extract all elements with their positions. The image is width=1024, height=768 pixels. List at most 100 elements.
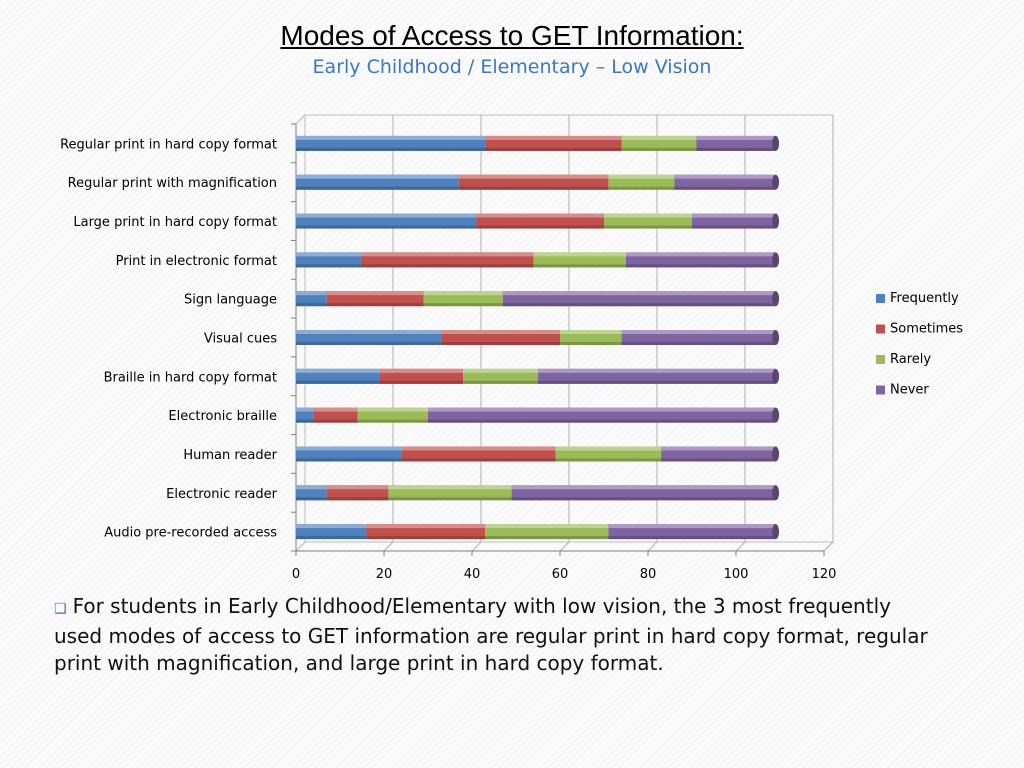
bar-shadow xyxy=(296,147,486,151)
bar-highlight xyxy=(362,252,534,257)
bar-highlight xyxy=(296,135,486,140)
bar-segment xyxy=(357,407,428,423)
legend-swatch xyxy=(876,385,885,395)
bar-highlight xyxy=(502,291,776,296)
bar-shadow xyxy=(296,303,327,307)
summary-note-text: For students in Early Childhood/Elementa… xyxy=(54,594,928,675)
bar-highlight xyxy=(366,524,486,529)
bar-segment xyxy=(696,135,780,151)
bar-shadow xyxy=(604,225,692,229)
x-tick-labels: 0 20 40 60 80 100 120 xyxy=(292,567,837,582)
bar-shadow xyxy=(533,264,626,268)
bar-shadow xyxy=(621,342,776,345)
bar-shadow xyxy=(608,186,675,190)
bar-segment xyxy=(296,485,327,501)
bar-shadow xyxy=(485,147,622,151)
bar-shadow xyxy=(674,186,776,190)
bar-end-cap xyxy=(772,135,780,151)
bar-segment xyxy=(511,485,780,501)
bar-segment xyxy=(560,330,622,345)
bar-segment xyxy=(458,174,609,190)
bar-segment xyxy=(608,524,780,540)
bar-shadow xyxy=(326,497,389,501)
bar-segment xyxy=(296,174,459,190)
bar-end-cap xyxy=(772,485,780,501)
bar-highlight xyxy=(463,368,538,373)
bar-shadow xyxy=(485,536,609,540)
bar-segment xyxy=(296,135,486,151)
bar-shadow xyxy=(661,458,776,462)
bar-highlight xyxy=(313,407,358,412)
x-tick-label: 60 xyxy=(552,567,569,582)
bar-highlight xyxy=(401,446,556,451)
bar-end-cap xyxy=(772,174,780,190)
bar-segment xyxy=(621,135,697,151)
bar-highlight xyxy=(296,330,442,334)
bar-segment xyxy=(626,252,780,268)
bar-shadow xyxy=(441,342,560,345)
bar-shadow xyxy=(696,147,776,151)
bar-shadow xyxy=(379,380,464,384)
bar-shadow xyxy=(502,303,776,307)
bar-highlight xyxy=(485,135,622,140)
bar-highlight xyxy=(621,135,697,140)
bar-highlight xyxy=(485,524,609,529)
x-tick-label: 20 xyxy=(376,567,393,582)
bar-highlight xyxy=(674,174,776,179)
bar-shadow xyxy=(296,458,402,462)
legend-label: Frequently xyxy=(890,291,959,306)
bar-shadow xyxy=(463,380,538,384)
bar-segment xyxy=(366,524,486,540)
bar-segment xyxy=(463,368,538,384)
bar-segment xyxy=(661,446,780,462)
bar-highlight xyxy=(326,485,389,490)
x-tick-label: 40 xyxy=(464,567,481,582)
bar-segment xyxy=(485,135,622,151)
bar-highlight xyxy=(296,291,327,296)
bar-shadow xyxy=(692,225,776,229)
bar-segment xyxy=(502,291,780,307)
bar-highlight xyxy=(692,213,776,218)
bar-shadow xyxy=(296,264,362,268)
bar-segment xyxy=(608,174,675,190)
bar-segment xyxy=(485,524,609,540)
bar-end-cap xyxy=(772,330,780,345)
bar-segment xyxy=(296,330,442,345)
bar-segment xyxy=(326,291,424,307)
gridline-floor xyxy=(735,541,746,552)
category-label: Print in electronic format xyxy=(116,254,277,269)
bar-shadow xyxy=(560,342,622,345)
bar-shadow xyxy=(621,147,697,151)
bar-highlight xyxy=(626,252,776,257)
category-label: Regular print with magnification xyxy=(68,176,277,191)
category-label: Human reader xyxy=(183,448,277,463)
bar-highlight xyxy=(296,485,327,490)
bar-highlight xyxy=(296,213,477,218)
bar-shadow xyxy=(362,264,534,268)
bar-end-cap xyxy=(772,407,780,423)
bar-segment xyxy=(423,291,503,307)
bar-shadow xyxy=(296,419,314,423)
legend: Frequently Sometimes Rarely Never xyxy=(876,291,963,398)
category-label: Electronic reader xyxy=(166,487,277,502)
chart-title: Modes of Access to GET Information: xyxy=(280,20,744,51)
bar-shadow xyxy=(296,536,367,540)
bar-segment xyxy=(555,446,662,462)
category-label: Visual cues xyxy=(204,332,277,347)
legend-swatch xyxy=(876,324,885,334)
bar-end-cap xyxy=(772,252,780,268)
x-tick-label: 0 xyxy=(292,567,300,582)
bar-end-cap xyxy=(772,213,780,229)
category-label: Braille in hard copy format xyxy=(104,370,277,385)
legend-label: Rarely xyxy=(890,352,931,367)
bar-segment xyxy=(621,330,780,345)
bar-highlight xyxy=(296,368,380,373)
chart-subtitle: Early Childhood / Elementary – Low Visio… xyxy=(312,56,712,78)
bar-highlight xyxy=(296,174,459,179)
legend-swatch xyxy=(876,294,885,303)
bar-shadow xyxy=(476,225,604,229)
bar-segment xyxy=(476,213,604,229)
bar-segment xyxy=(296,291,327,307)
legend-label: Sometimes xyxy=(890,322,963,337)
bar-highlight xyxy=(608,524,776,529)
